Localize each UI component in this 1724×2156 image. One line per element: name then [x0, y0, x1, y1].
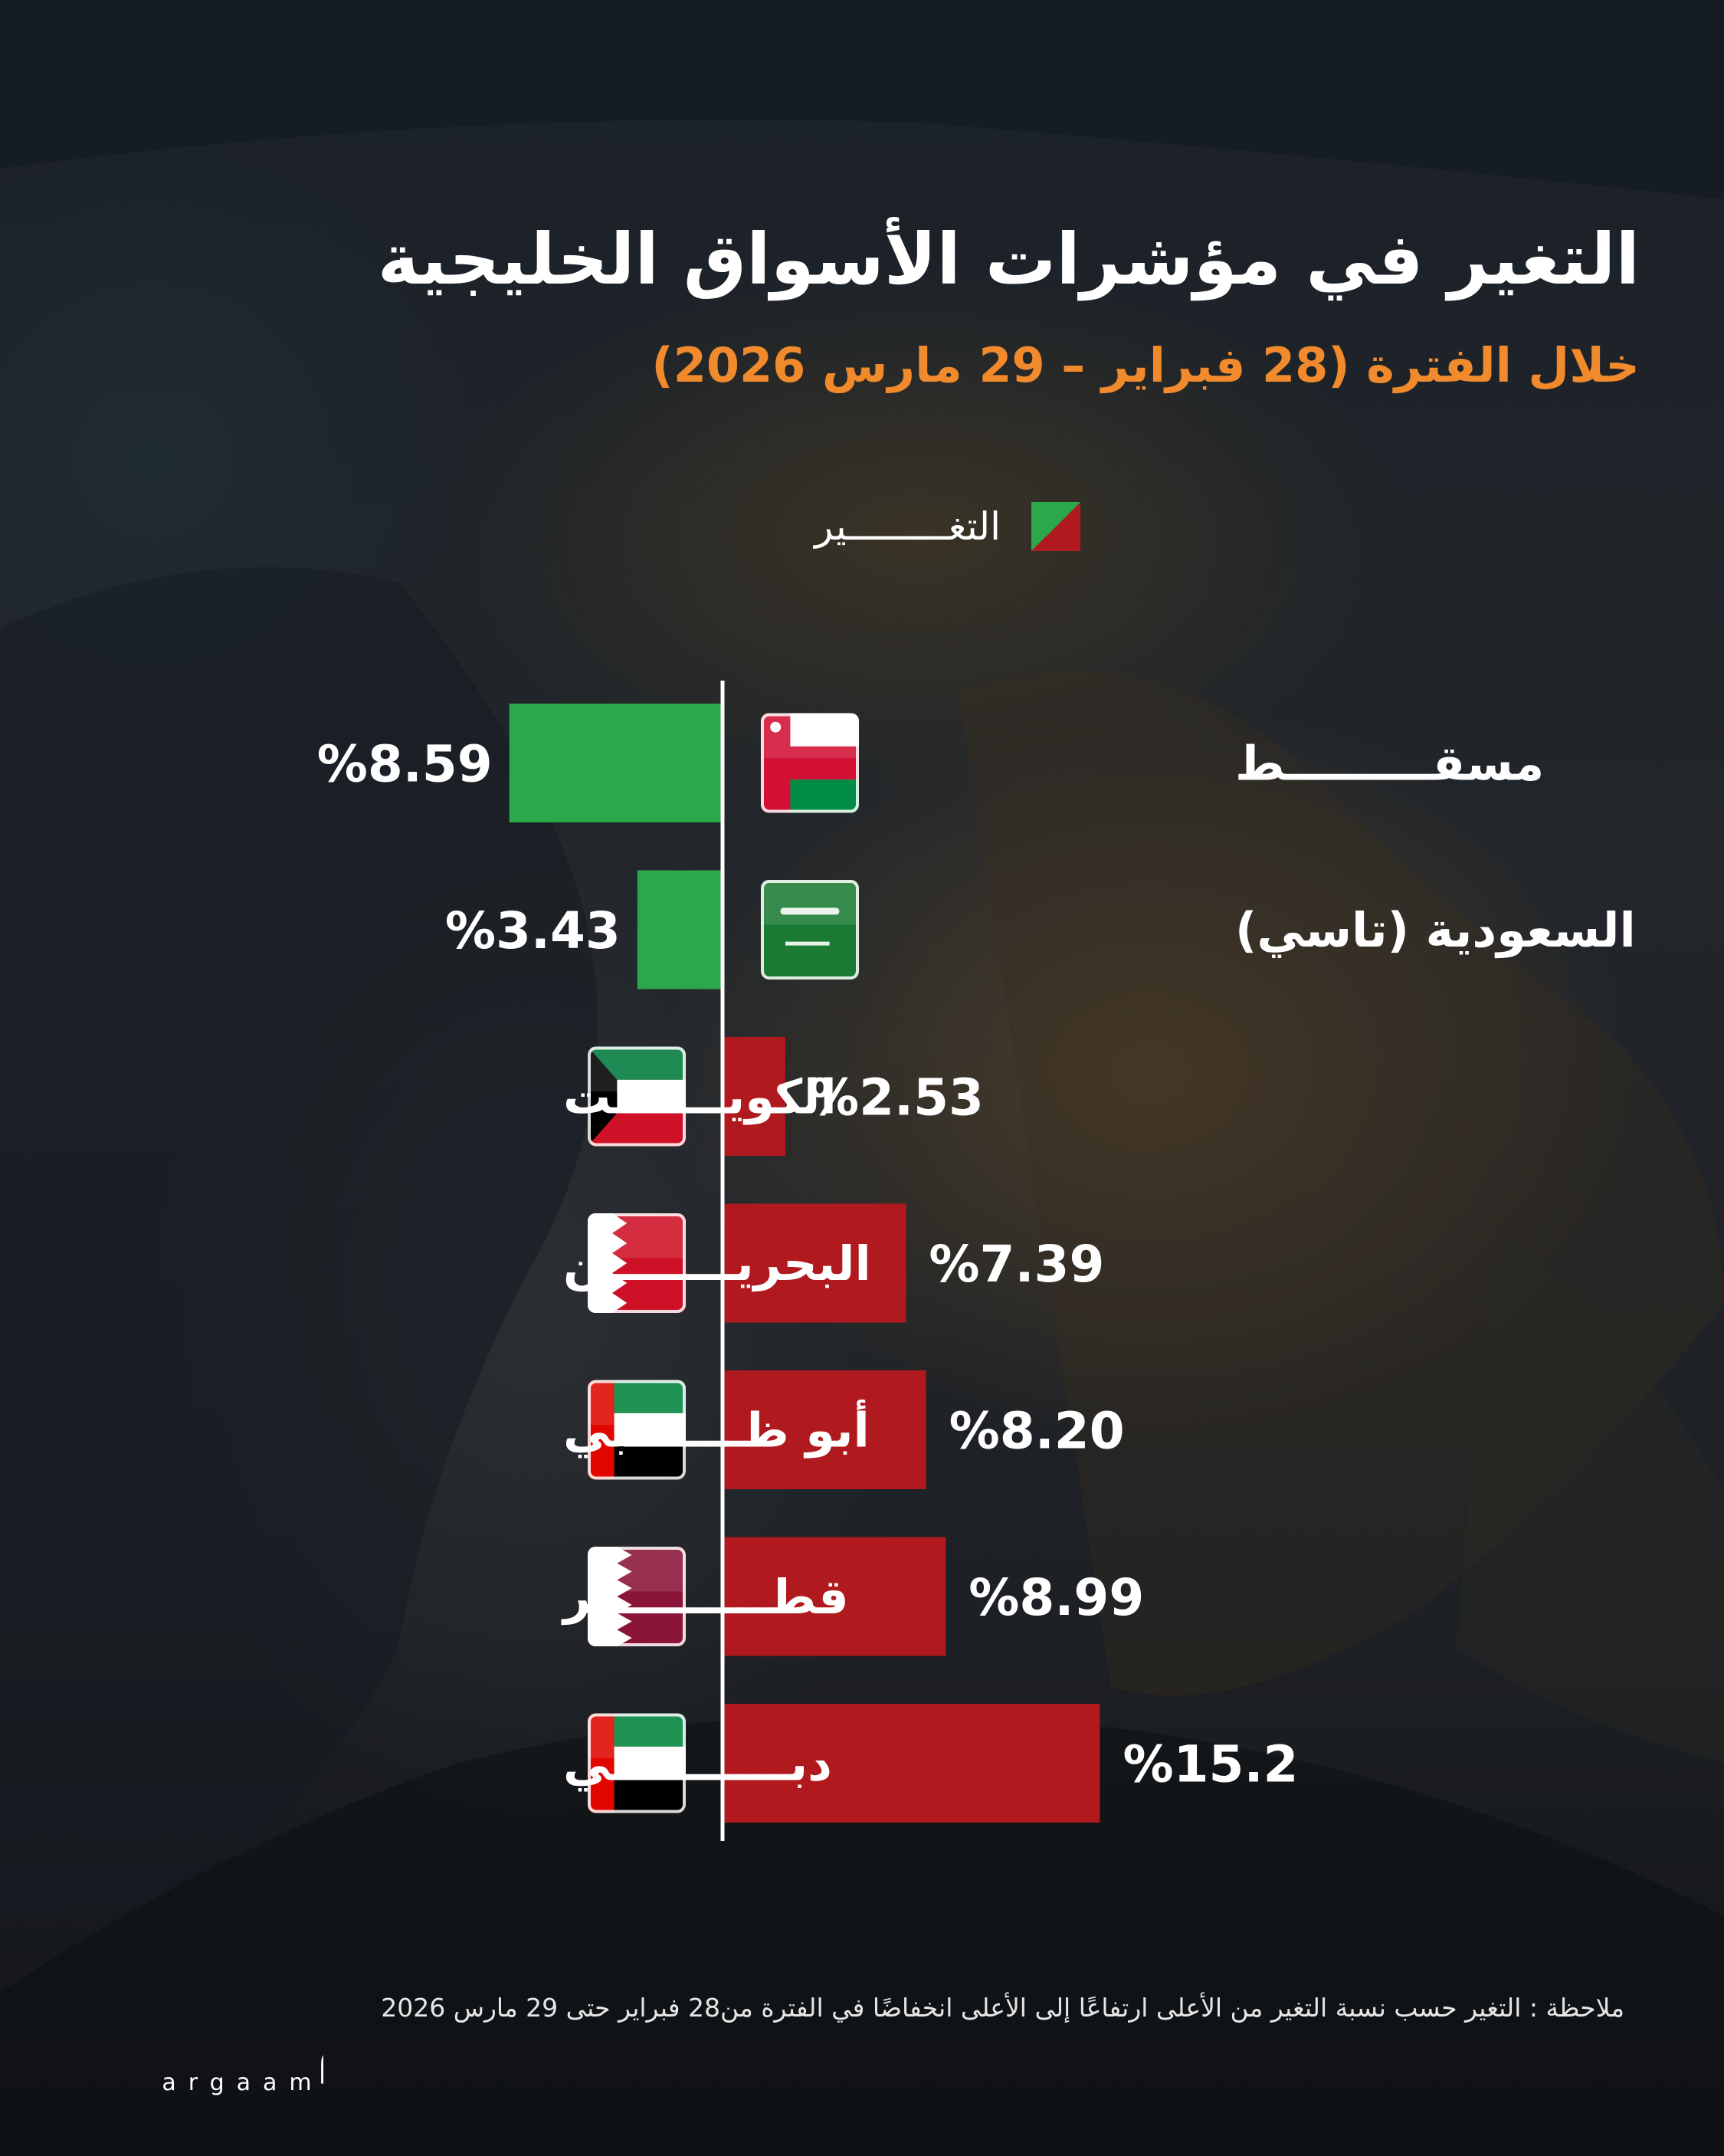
value-label: %8.99 [969, 1568, 1144, 1627]
value-label: %3.43 [445, 901, 621, 960]
bar-negative [723, 1370, 926, 1489]
uae-flag-icon [588, 1380, 686, 1480]
footnote: ملاحظة : التغير حسب نسبة التغير من الأعل… [381, 1993, 1624, 2023]
value-label: %8.20 [949, 1402, 1125, 1461]
qatar-flag-icon [588, 1547, 686, 1646]
category-label: البحريــــــــن [563, 1236, 871, 1291]
category-label: دبـــــــــــي [563, 1736, 832, 1792]
chart-subtitle: خلال الفترة (28 فبراير – 29 مارس 2026) [651, 337, 1640, 393]
bar-positive [637, 870, 723, 989]
logo-latin: argaam [162, 2069, 323, 2096]
category-label: مسقـــــــــط [1235, 736, 1544, 792]
bar-row: %15.2 دبـــــــــــي [563, 1704, 1298, 1823]
bar-row: %7.39 البحريــــــــن [563, 1203, 1104, 1323]
oman-flag-icon [761, 713, 859, 813]
value-label: %8.59 [317, 735, 493, 794]
bar-negative [723, 1537, 946, 1656]
category-label: الكويـــــــت [563, 1069, 837, 1125]
uae-flag-icon [588, 1713, 686, 1813]
bar-row: %3.43 السعودية (تاسي) [445, 870, 1636, 989]
bar-negative [723, 1704, 1100, 1823]
bar-negative [723, 1203, 906, 1323]
value-label: %2.53 [808, 1068, 984, 1127]
value-label: %15.2 [1123, 1735, 1298, 1794]
logo-arabic: أرقـام [316, 1984, 323, 2083]
chart-title: التغير في مؤشرات الأسواق الخليجية [377, 218, 1640, 300]
argaam-logo: أرقـام argaam [162, 1984, 323, 2096]
saudi-arabia-flag-icon [761, 880, 859, 980]
bar-positive [509, 704, 723, 822]
bar-row: %8.99 قطـــــــــــر [561, 1537, 1144, 1656]
category-label: السعودية (تاسي) [1235, 902, 1636, 958]
kuwait-flag-icon [588, 1046, 686, 1147]
bar-row: %8.20 أبو ظـــــــبي [563, 1370, 1125, 1489]
legend-label: التغـــــــــير [814, 504, 1001, 549]
bar-negative [723, 1037, 785, 1156]
value-label: %7.39 [929, 1235, 1104, 1294]
bar-row: %8.59 مسقـــــــــط [317, 704, 1544, 822]
category-label: قطـــــــــــر [561, 1569, 849, 1625]
bahrain-flag-icon [588, 1213, 686, 1313]
legend-swatch [1031, 502, 1080, 551]
category-label: أبو ظـــــــبي [563, 1400, 870, 1459]
legend: التغـــــــــير [814, 502, 1080, 551]
